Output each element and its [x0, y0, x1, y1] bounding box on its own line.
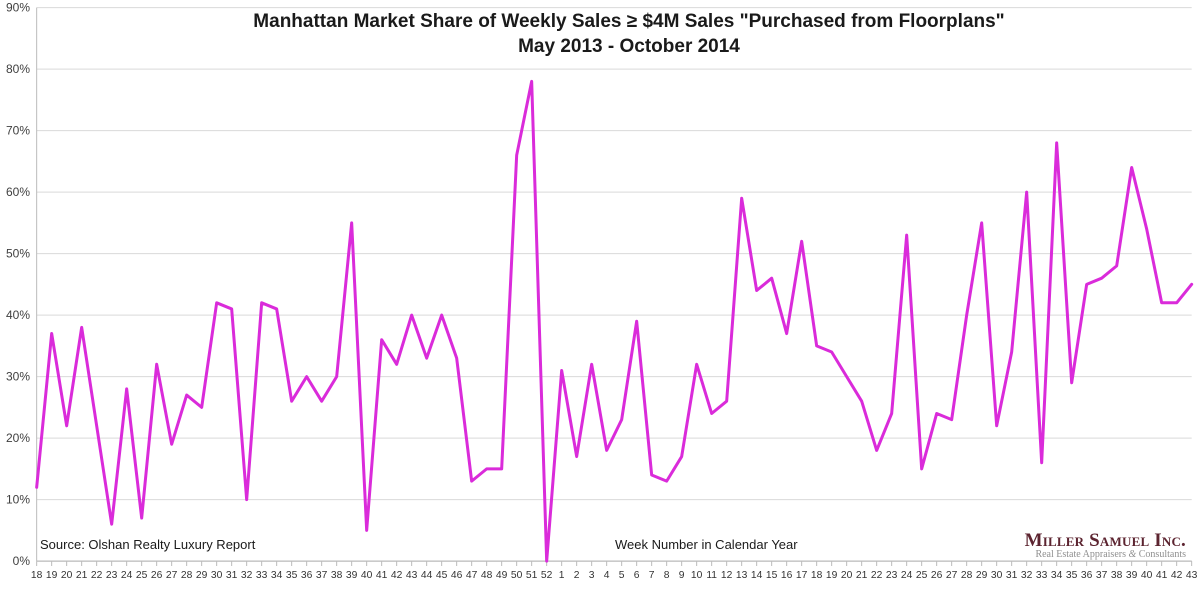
svg-text:35: 35	[1066, 570, 1078, 581]
svg-text:32: 32	[1021, 570, 1033, 581]
svg-text:50: 50	[511, 570, 523, 581]
svg-text:90%: 90%	[6, 1, 30, 15]
svg-text:31: 31	[226, 570, 238, 581]
svg-text:38: 38	[331, 570, 343, 581]
svg-text:22: 22	[871, 570, 883, 581]
svg-text:33: 33	[1036, 570, 1048, 581]
svg-text:20: 20	[841, 570, 853, 581]
svg-text:8: 8	[664, 570, 670, 581]
svg-text:28: 28	[181, 570, 193, 581]
svg-text:39: 39	[1126, 570, 1138, 581]
svg-text:39: 39	[346, 570, 358, 581]
svg-text:0%: 0%	[13, 554, 31, 568]
svg-text:50%: 50%	[6, 247, 30, 261]
svg-text:3: 3	[589, 570, 595, 581]
svg-text:70%: 70%	[6, 124, 30, 138]
svg-text:30: 30	[211, 570, 223, 581]
svg-text:Real Estate Appraisers & Consu: Real Estate Appraisers & Consultants	[1035, 549, 1186, 560]
svg-text:5: 5	[619, 570, 625, 581]
svg-text:52: 52	[541, 570, 553, 581]
svg-text:1: 1	[559, 570, 565, 581]
svg-text:36: 36	[1081, 570, 1093, 581]
svg-text:Manhattan Market Share of Week: Manhattan Market Share of Weekly Sales ≥…	[253, 11, 1004, 32]
svg-text:18: 18	[31, 570, 43, 581]
svg-text:23: 23	[106, 570, 118, 581]
svg-text:4: 4	[604, 570, 610, 581]
svg-text:27: 27	[166, 570, 178, 581]
svg-text:14: 14	[751, 570, 763, 581]
svg-text:25: 25	[916, 570, 928, 581]
svg-text:38: 38	[1111, 570, 1123, 581]
svg-text:21: 21	[856, 570, 868, 581]
svg-text:10: 10	[691, 570, 703, 581]
svg-text:Source: Olshan Realty Luxury R: Source: Olshan Realty Luxury Report	[40, 537, 256, 552]
svg-text:16: 16	[781, 570, 793, 581]
svg-text:60%: 60%	[6, 185, 30, 199]
svg-text:37: 37	[1096, 570, 1108, 581]
svg-text:40: 40	[1141, 570, 1153, 581]
svg-text:28: 28	[961, 570, 973, 581]
svg-text:19: 19	[46, 570, 58, 581]
svg-text:25: 25	[136, 570, 148, 581]
svg-text:27: 27	[946, 570, 958, 581]
svg-text:24: 24	[121, 570, 133, 581]
svg-text:2: 2	[574, 570, 580, 581]
svg-text:Week Number in Calendar Year: Week Number in Calendar Year	[615, 537, 798, 552]
svg-text:17: 17	[796, 570, 808, 581]
svg-text:36: 36	[301, 570, 313, 581]
svg-text:51: 51	[526, 570, 538, 581]
svg-text:12: 12	[721, 570, 733, 581]
svg-text:80%: 80%	[6, 62, 30, 76]
svg-text:10%: 10%	[6, 493, 30, 507]
svg-text:18: 18	[811, 570, 823, 581]
svg-text:46: 46	[451, 570, 463, 581]
svg-text:30%: 30%	[6, 370, 30, 384]
svg-text:40: 40	[361, 570, 373, 581]
svg-text:47: 47	[466, 570, 478, 581]
svg-text:35: 35	[286, 570, 298, 581]
svg-text:30: 30	[991, 570, 1003, 581]
svg-text:40%: 40%	[6, 308, 30, 322]
svg-text:21: 21	[76, 570, 88, 581]
svg-text:37: 37	[316, 570, 328, 581]
svg-text:26: 26	[151, 570, 163, 581]
svg-text:29: 29	[196, 570, 208, 581]
svg-text:15: 15	[766, 570, 778, 581]
svg-text:7: 7	[649, 570, 655, 581]
svg-text:20: 20	[61, 570, 73, 581]
svg-text:48: 48	[481, 570, 493, 581]
svg-text:41: 41	[1156, 570, 1168, 581]
svg-text:34: 34	[1051, 570, 1063, 581]
svg-text:41: 41	[376, 570, 388, 581]
svg-text:11: 11	[706, 570, 717, 581]
svg-text:45: 45	[436, 570, 448, 581]
svg-text:33: 33	[256, 570, 268, 581]
svg-text:13: 13	[736, 570, 748, 581]
svg-text:6: 6	[634, 570, 640, 581]
svg-text:19: 19	[826, 570, 838, 581]
svg-text:23: 23	[886, 570, 898, 581]
svg-text:32: 32	[241, 570, 253, 581]
svg-text:29: 29	[976, 570, 988, 581]
svg-text:9: 9	[679, 570, 685, 581]
svg-text:49: 49	[496, 570, 508, 581]
svg-text:May 2013 - October 2014: May 2013 - October 2014	[518, 36, 740, 57]
svg-text:43: 43	[406, 570, 418, 581]
svg-text:42: 42	[1171, 570, 1183, 581]
svg-text:43: 43	[1186, 570, 1198, 581]
svg-text:31: 31	[1006, 570, 1018, 581]
svg-text:34: 34	[271, 570, 283, 581]
svg-text:22: 22	[91, 570, 103, 581]
svg-text:20%: 20%	[6, 431, 30, 445]
svg-text:24: 24	[901, 570, 913, 581]
svg-text:42: 42	[391, 570, 403, 581]
svg-text:Miller Samuel Inc.: Miller Samuel Inc.	[1025, 530, 1186, 551]
svg-text:44: 44	[421, 570, 433, 581]
svg-text:26: 26	[931, 570, 943, 581]
